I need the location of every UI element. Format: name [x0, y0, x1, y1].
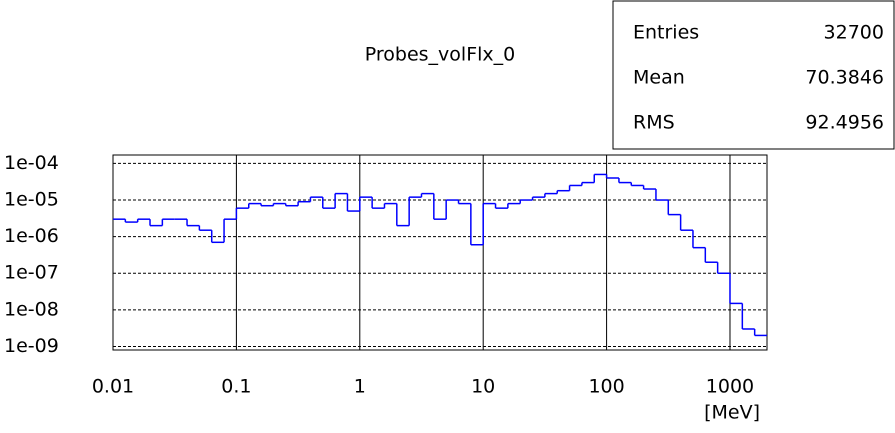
y-tick-label: 1e-09 — [4, 335, 59, 357]
stats-value: 70.3846 — [805, 67, 884, 89]
y-tick-label: 1e-05 — [4, 189, 59, 211]
x-tick-label: 0.01 — [92, 376, 134, 398]
x-tick-label: 1 — [354, 376, 366, 398]
x-tick-label: 1000 — [706, 376, 754, 398]
x-tick-label: 0.1 — [221, 376, 251, 398]
y-tick-label: 1e-07 — [4, 262, 59, 284]
stats-label: Mean — [633, 67, 685, 89]
y-tick-label: 1e-06 — [4, 225, 59, 247]
chart-title: Probes_volFlx_0 — [365, 44, 515, 66]
stats-label: RMS — [633, 112, 675, 134]
stats-value: 92.4956 — [805, 112, 884, 134]
stats-label: Entries — [633, 22, 699, 44]
x-tick-label: 10 — [471, 376, 495, 398]
plot-frame — [112, 154, 768, 351]
y-tick-label: 1e-08 — [4, 298, 59, 320]
x-axis-label: [MeV] — [704, 402, 760, 424]
x-tick-label: 100 — [588, 376, 624, 398]
stats-value: 32700 — [824, 22, 884, 44]
y-tick-label: 1e-04 — [4, 152, 59, 174]
stats-box — [612, 0, 895, 150]
